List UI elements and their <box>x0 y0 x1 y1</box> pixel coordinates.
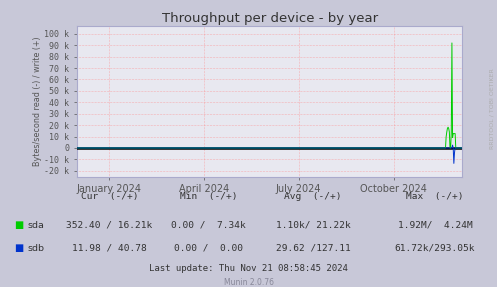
Text: 1.92M/  4.24M: 1.92M/ 4.24M <box>398 221 472 230</box>
Title: Throughput per device - by year: Throughput per device - by year <box>162 12 378 25</box>
Text: 1.10k/ 21.22k: 1.10k/ 21.22k <box>276 221 350 230</box>
Text: Munin 2.0.76: Munin 2.0.76 <box>224 278 273 287</box>
Text: 61.72k/293.05k: 61.72k/293.05k <box>395 244 475 253</box>
Text: sda: sda <box>27 221 44 230</box>
Text: ■: ■ <box>14 220 23 230</box>
Text: Last update: Thu Nov 21 08:58:45 2024: Last update: Thu Nov 21 08:58:45 2024 <box>149 264 348 273</box>
Text: Cur  (-/+): Cur (-/+) <box>81 193 138 201</box>
Text: 352.40 / 16.21k: 352.40 / 16.21k <box>66 221 153 230</box>
Text: 29.62 /127.11: 29.62 /127.11 <box>276 244 350 253</box>
Text: ■: ■ <box>14 243 23 253</box>
Text: Max  (-/+): Max (-/+) <box>406 193 464 201</box>
Text: Min  (-/+): Min (-/+) <box>180 193 238 201</box>
Text: 0.00 /  0.00: 0.00 / 0.00 <box>174 244 243 253</box>
Text: Avg  (-/+): Avg (-/+) <box>284 193 342 201</box>
Y-axis label: Bytes/second read (-) / write (+): Bytes/second read (-) / write (+) <box>33 36 42 166</box>
Text: 11.98 / 40.78: 11.98 / 40.78 <box>72 244 147 253</box>
Text: sdb: sdb <box>27 244 44 253</box>
Text: RRDTOOL / TOBI OETIKER: RRDTOOL / TOBI OETIKER <box>490 69 495 150</box>
Text: 0.00 /  7.34k: 0.00 / 7.34k <box>171 221 246 230</box>
